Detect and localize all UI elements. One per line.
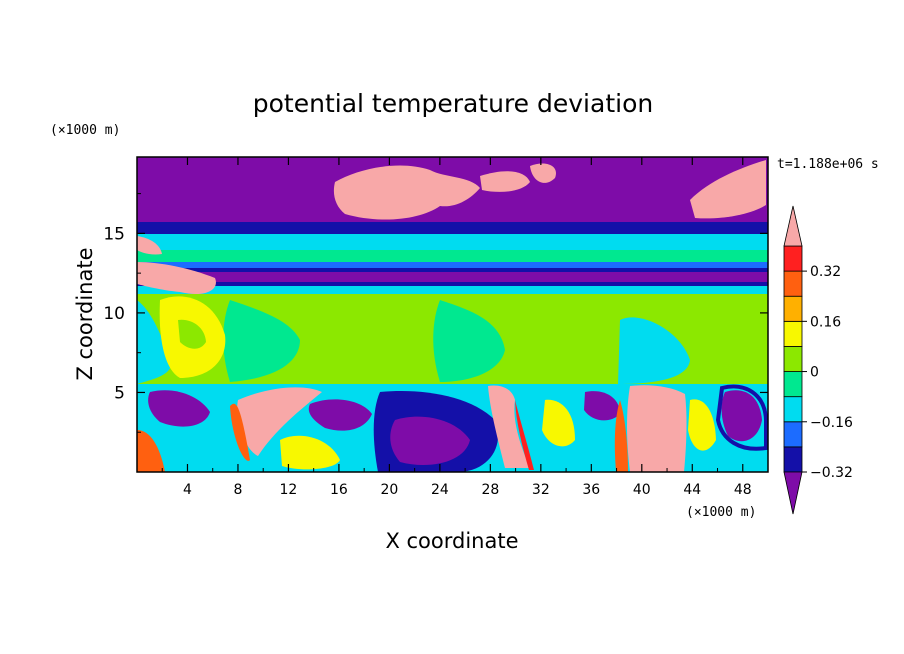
field-pink-plume-40 bbox=[627, 385, 687, 472]
y-tick-label: 5 bbox=[114, 383, 125, 403]
x-tick-label: 28 bbox=[481, 482, 499, 498]
field-green-patch-34 bbox=[433, 300, 505, 382]
field-band-cyan-lower bbox=[137, 286, 768, 296]
colorbar-bin bbox=[783, 396, 803, 423]
field-orange-edge-40 bbox=[614, 400, 628, 472]
colorbar-bin bbox=[783, 371, 803, 398]
x-unit-label: (×1000 m) bbox=[686, 505, 756, 520]
field-blue-ring-48 bbox=[715, 384, 768, 451]
colorbar-bin bbox=[783, 295, 803, 322]
field-purple-low-36 bbox=[584, 391, 620, 421]
x-tick-label: 4 bbox=[183, 482, 192, 498]
field-pink-plume-10 bbox=[237, 387, 322, 456]
field-yellow-low-14 bbox=[280, 435, 340, 470]
field-cyan-patch-left bbox=[137, 300, 171, 384]
field-pink-cloud-2 bbox=[480, 171, 530, 192]
x-tick-label: 16 bbox=[330, 482, 348, 498]
y-tick-label: 10 bbox=[103, 304, 125, 324]
y-axis: 5 10 15 bbox=[103, 193, 768, 433]
field-band-cyan-upper bbox=[137, 234, 768, 252]
field-pink-cloud-3 bbox=[530, 163, 556, 183]
field-pink-cloud-1 bbox=[333, 165, 480, 220]
x-tick-label: 36 bbox=[582, 482, 600, 498]
x-tick-label: 32 bbox=[532, 482, 550, 498]
field-red-edge-28 bbox=[515, 400, 534, 470]
colorbar-bin bbox=[783, 270, 803, 297]
x-tick-label: 12 bbox=[280, 482, 298, 498]
colorbar-label: −0.32 bbox=[810, 465, 853, 481]
x-tick-label: 48 bbox=[734, 482, 752, 498]
colorbar: 0.32 0.16 0 −0.16 −0.32 bbox=[783, 205, 853, 515]
field-band-green-upper bbox=[137, 250, 768, 264]
colorbar-label: 0.32 bbox=[810, 264, 841, 280]
field-pink-cloud-4 bbox=[690, 160, 766, 219]
x-tick-label: 8 bbox=[233, 482, 242, 498]
field-yellow-low-32 bbox=[542, 399, 575, 447]
y-tick-label: 15 bbox=[103, 224, 125, 244]
field-band-upper-blue bbox=[137, 222, 768, 236]
field-band-cyan-mid bbox=[137, 262, 768, 270]
field-pink-cloud-left bbox=[137, 262, 216, 295]
colorbar-label: −0.16 bbox=[810, 415, 853, 431]
colorbar-bin bbox=[783, 245, 803, 272]
field-pink-cloud-left-top bbox=[137, 236, 162, 255]
x-tick-label: 20 bbox=[380, 482, 398, 498]
x-tick-label: 24 bbox=[431, 482, 449, 498]
x-axis: 4 8 12 16 20 24 28 32 36 40 44 48 bbox=[161, 157, 752, 498]
y-unit-label: (×1000 m) bbox=[50, 123, 120, 138]
field-red-plume-left bbox=[137, 430, 165, 472]
field-green-patch-16 bbox=[223, 300, 300, 382]
field-lime-in-yellow bbox=[178, 319, 206, 349]
field-purple-low-48 bbox=[721, 390, 762, 442]
colorbar-bin bbox=[783, 421, 803, 448]
field-yellow-low-44 bbox=[688, 399, 716, 451]
colorbar-bin bbox=[783, 446, 803, 473]
colorbar-extend-max bbox=[783, 205, 803, 247]
field-purple-low-left bbox=[148, 390, 210, 427]
field-purple-low-22 bbox=[390, 416, 470, 466]
colorbar-label: 0 bbox=[810, 365, 819, 381]
time-label: t=1.188e+06 s bbox=[777, 157, 879, 172]
colorbar-bin bbox=[783, 346, 803, 372]
colorbar-bin bbox=[783, 320, 803, 347]
field-band-purple-stripe bbox=[137, 272, 768, 282]
x-tick-label: 40 bbox=[633, 482, 651, 498]
colorbar-extend-min bbox=[783, 471, 803, 515]
x-axis-label: X coordinate bbox=[385, 529, 518, 553]
field-pink-plume-28 bbox=[488, 385, 530, 468]
colorbar-label: 0.16 bbox=[810, 314, 841, 330]
plot-frame bbox=[136, 156, 769, 473]
field-purple-low-14 bbox=[308, 399, 372, 431]
contour-field bbox=[137, 157, 768, 472]
field-cyan-patch-40 bbox=[618, 317, 690, 384]
y-axis-label: Z coordinate bbox=[73, 247, 97, 380]
chart-title: potential temperature deviation bbox=[253, 89, 653, 118]
x-tick-label: 44 bbox=[683, 482, 701, 498]
field-orange-edge-10 bbox=[230, 403, 250, 461]
